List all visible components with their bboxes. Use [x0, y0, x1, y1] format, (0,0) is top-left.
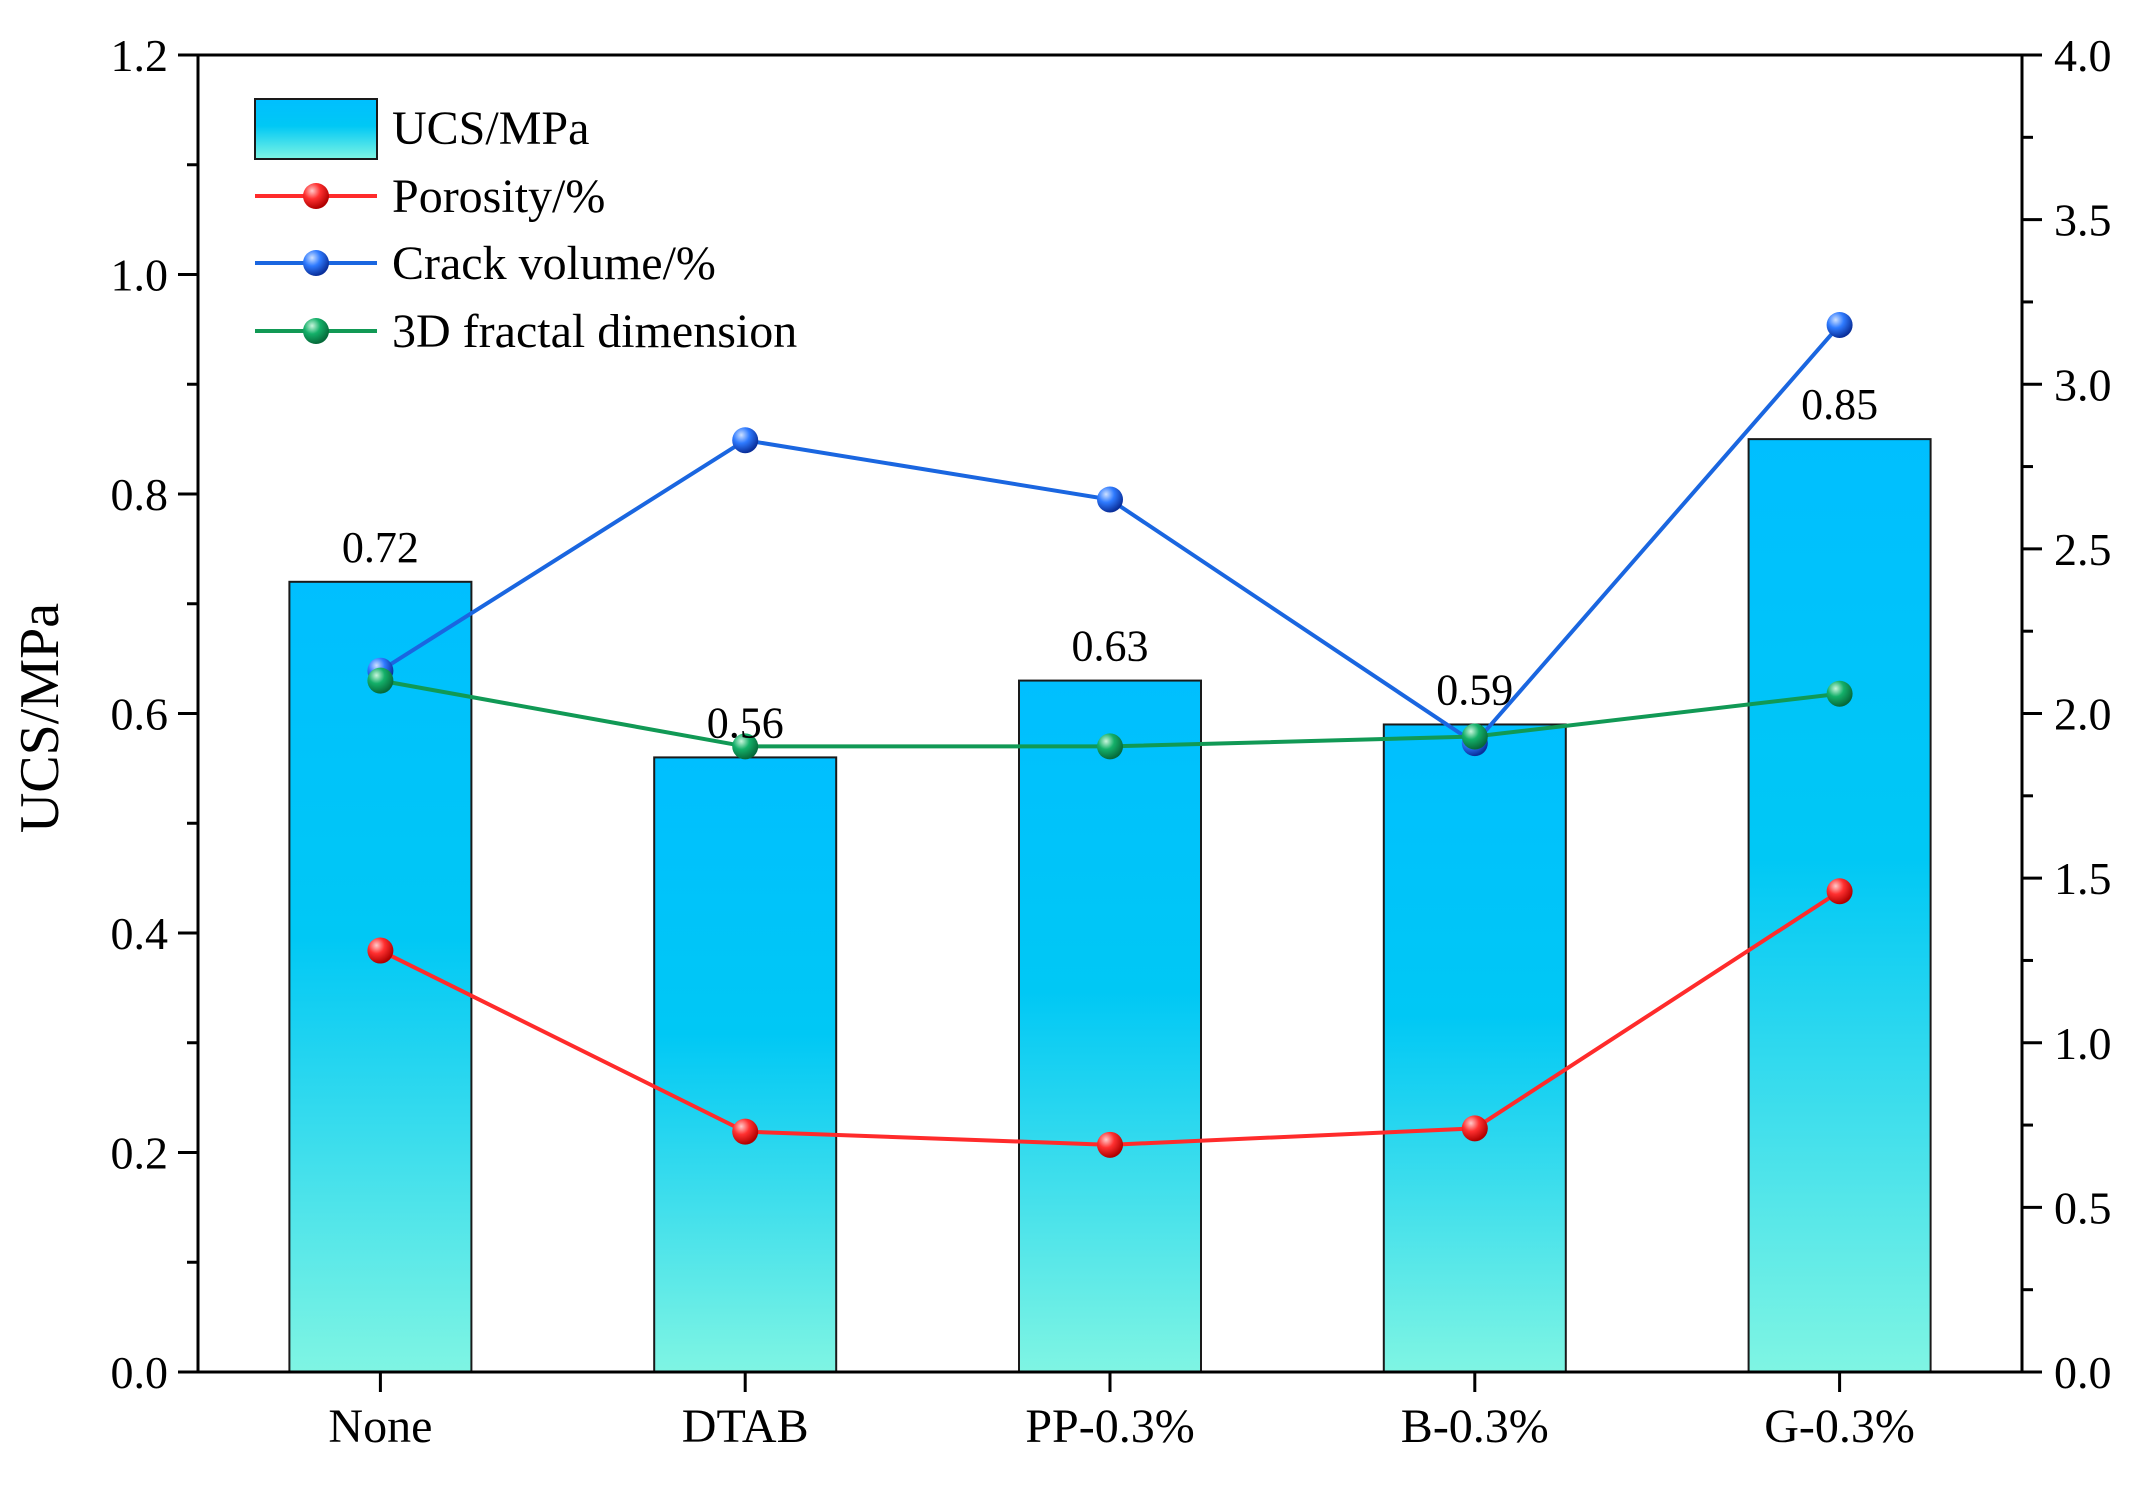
- bar-pp-0.3%: [1018, 679, 1202, 1373]
- bar-g-0.3%: [1747, 438, 1932, 1373]
- x-tick-label: B-0.3%: [1401, 1400, 1549, 1453]
- legend-marker-porosity: [303, 183, 329, 209]
- series-point-porosity: [1097, 1131, 1123, 1158]
- bars-layer: [288, 438, 1932, 1373]
- bar-value-label: 0.85: [1801, 380, 1878, 429]
- y2-tick-label: 0.5: [2054, 1182, 2112, 1233]
- legend-marker-fractal: [303, 318, 329, 344]
- x-tick-label: G-0.3%: [1764, 1400, 1915, 1453]
- y-tick-label: 0.2: [111, 1128, 169, 1179]
- bar-dtab: [653, 756, 838, 1373]
- series-point-3d-fractal-dimension: [732, 733, 759, 760]
- y-tick-label: 0.8: [111, 469, 169, 520]
- x-tick-label: PP-0.3%: [1025, 1400, 1194, 1453]
- series-point-porosity: [1461, 1115, 1488, 1142]
- bar-value-label: 0.59: [1436, 665, 1513, 714]
- series-point-porosity: [1826, 878, 1853, 905]
- bar-none: [288, 580, 473, 1373]
- y2-tick-label: 1.5: [2054, 853, 2112, 904]
- legend-label-crack: Crack volume/%: [392, 237, 716, 290]
- y2-tick-label: 1.0: [2054, 1018, 2112, 1069]
- y2-tick-label: 4.0: [2054, 30, 2112, 81]
- legend-marker-crack: [303, 250, 329, 276]
- bar-b-0.3%: [1382, 723, 1567, 1373]
- y-tick-label: 1.2: [111, 30, 169, 81]
- x-tick-label: None: [328, 1400, 432, 1453]
- series-point-porosity: [732, 1118, 759, 1145]
- y-axis-title: UCS/MPa: [9, 603, 71, 833]
- x-tick-label: DTAB: [682, 1400, 809, 1453]
- y-tick-label: 0.6: [111, 689, 169, 740]
- y-tick-label: 1.0: [111, 250, 169, 301]
- legend-entry-porosity: Porosity/%: [255, 170, 605, 223]
- series-point-3d-fractal-dimension: [367, 667, 394, 694]
- y2-tick-label: 3.0: [2054, 359, 2112, 410]
- legend-entry-fractal: 3D fractal dimension: [255, 305, 797, 358]
- legend-label-fractal: 3D fractal dimension: [392, 305, 797, 358]
- legend-entry-crack: Crack volume/%: [255, 237, 716, 290]
- legend-label-ucs: UCS/MPa: [392, 102, 589, 155]
- y2-tick-label: 0.0: [2054, 1347, 2112, 1398]
- y-tick-label: 0.4: [111, 908, 169, 959]
- series-point-3d-fractal-dimension: [1097, 733, 1123, 760]
- series-point-3d-fractal-dimension: [1461, 723, 1488, 750]
- lines-layer: [367, 311, 1853, 1158]
- series-point-porosity: [367, 937, 394, 964]
- bar-value-label: 0.72: [342, 523, 419, 572]
- y-tick-label: 0.0: [111, 1347, 169, 1398]
- legend: UCS/MPa Porosity/% Crack volume/% 3D fra…: [254, 98, 797, 358]
- y2-tick-label: 2.0: [2054, 689, 2112, 740]
- series-point-crack-volume: [1097, 486, 1123, 513]
- bar-value-label: 0.56: [707, 698, 784, 747]
- legend-entry-ucs: UCS/MPa: [254, 98, 589, 160]
- bar-value-label: 0.63: [1072, 622, 1149, 671]
- y2-tick-label: 2.5: [2054, 524, 2112, 575]
- labels-layer: 0.72 0.56 0.63 0.59 0.85: [342, 380, 1878, 747]
- series-point-3d-fractal-dimension: [1826, 680, 1853, 707]
- series-point-crack-volume: [732, 427, 759, 454]
- y2-tick-label: 3.5: [2054, 195, 2112, 246]
- series-point-crack-volume: [1826, 311, 1853, 338]
- axes-layer: 0.0 0.2 0.4 0.6 0.8 1.0 1.2 0.0 0.5 1.0 1.5 2.0 2.5 3…: [111, 30, 2112, 1453]
- legend-swatch-ucs: [254, 98, 378, 160]
- legend-label-porosity: Porosity/%: [392, 170, 605, 223]
